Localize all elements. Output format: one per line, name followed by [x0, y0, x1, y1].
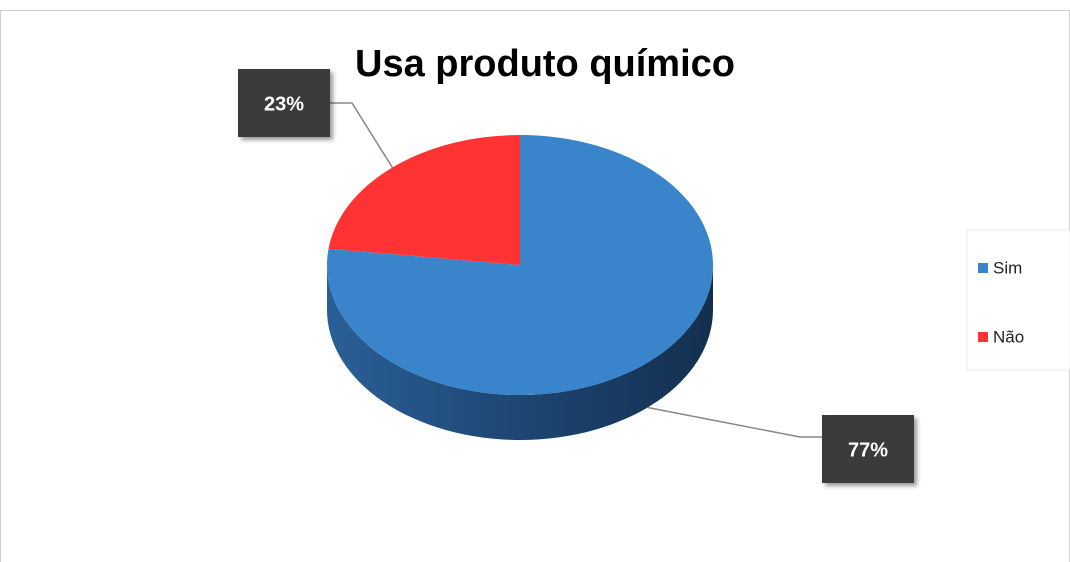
legend-label: Não — [993, 327, 1024, 346]
chart-title: Usa produto químico — [355, 43, 735, 85]
legend-box — [966, 229, 1070, 371]
legend-swatch — [978, 263, 988, 273]
data-label-box — [822, 415, 914, 483]
data-label: 23% — [264, 93, 304, 115]
pie-side — [327, 265, 713, 440]
pie-slice — [328, 135, 520, 265]
leader-line — [647, 406, 822, 438]
data-label-box — [238, 69, 330, 137]
legend-label: Sim — [993, 258, 1022, 277]
legend-swatch — [978, 332, 988, 342]
data-label: 77% — [848, 439, 888, 461]
leader-line — [330, 102, 394, 168]
